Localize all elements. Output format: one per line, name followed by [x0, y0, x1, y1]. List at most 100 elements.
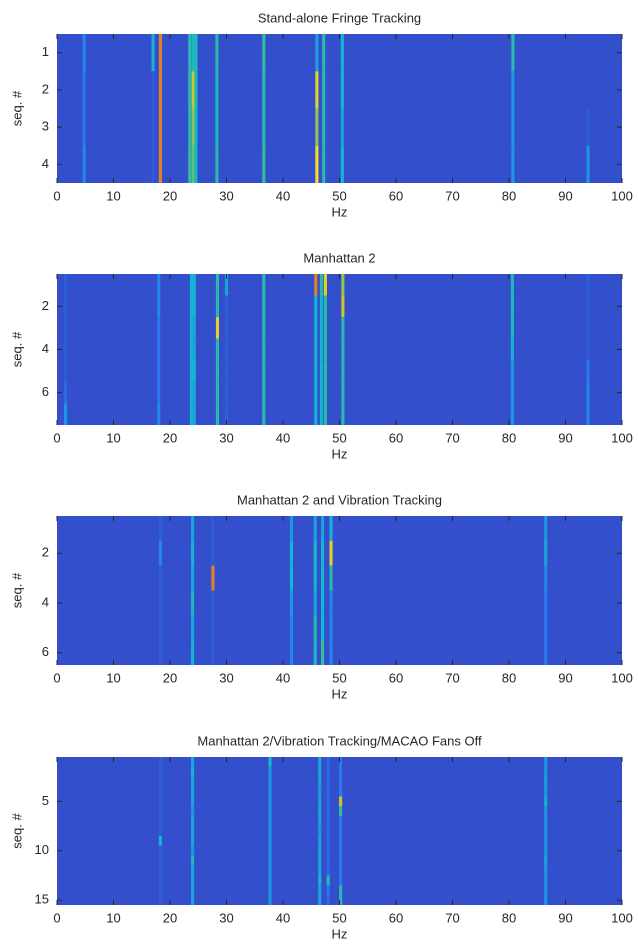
heatmap-cell — [191, 615, 195, 641]
heatmap-cell — [191, 786, 195, 797]
heatmap-cell — [326, 776, 330, 787]
heatmap-cell — [191, 796, 195, 807]
heatmap-cell — [224, 403, 229, 425]
heatmap-cell — [158, 108, 162, 146]
x-tick-label: 80 — [502, 430, 516, 445]
x-tick-label: 60 — [389, 430, 403, 445]
x-tick-label: 100 — [611, 670, 633, 685]
heatmap-cell — [211, 540, 215, 566]
heatmap-cell — [315, 71, 319, 109]
x-axis-label: Hz — [332, 926, 348, 941]
heatmap-cell — [341, 274, 345, 296]
heatmap-cell — [191, 108, 195, 146]
heatmap-cell — [191, 885, 195, 896]
heatmap-cell — [313, 640, 317, 665]
heatmap-cell — [313, 590, 317, 616]
heatmap-cell — [318, 845, 322, 856]
heatmap-cell — [329, 565, 333, 591]
heatmap-cell — [319, 360, 323, 382]
heatmap-cell — [192, 338, 196, 361]
x-tick-label: 100 — [611, 188, 633, 203]
heatmap-cell — [224, 317, 229, 339]
x-axis-label: Hz — [332, 686, 348, 701]
heatmap-cell — [544, 826, 548, 836]
heatmap-cell — [315, 145, 319, 183]
x-tick-label: 0 — [53, 188, 60, 203]
heatmap-cell — [262, 317, 266, 339]
x-tick-label: 40 — [276, 670, 290, 685]
heatmap-cell — [544, 875, 548, 886]
heatmap-cell — [341, 317, 345, 339]
heatmap-cell — [544, 565, 548, 591]
heatmap-cell — [326, 796, 330, 807]
heatmap-cell — [320, 615, 325, 641]
heatmap-cell — [262, 71, 266, 109]
heatmap-cell — [63, 403, 68, 425]
heatmap-cell — [268, 796, 272, 807]
heatmap-cell — [158, 826, 162, 836]
heatmap-cell — [158, 865, 162, 876]
x-axis-label: Hz — [332, 204, 348, 219]
heatmap-cell — [544, 816, 548, 827]
x-tick-label: 50 — [332, 430, 346, 445]
heatmap-cell — [262, 145, 266, 183]
heatmap-cell — [268, 895, 272, 905]
x-tick-label: 90 — [558, 430, 572, 445]
heatmap-cell — [544, 796, 548, 807]
heatmap-cell — [322, 145, 326, 183]
y-axis-label: seq. # — [9, 90, 24, 126]
heatmap-cell — [313, 540, 317, 566]
heatmap-cell — [215, 71, 219, 109]
heatmap-cell — [314, 338, 318, 361]
heatmap-cell — [63, 360, 68, 382]
heatmap-cell — [511, 145, 515, 183]
heatmap-cell — [323, 317, 327, 339]
x-tick-label: 20 — [163, 670, 177, 685]
heatmap-cell — [322, 34, 326, 72]
heatmap-cell — [313, 565, 317, 591]
heatmap-cell — [211, 565, 215, 591]
heatmap-cell — [340, 34, 344, 72]
heatmap-cell — [320, 590, 325, 616]
x-tick-label: 100 — [611, 430, 633, 445]
heatmap-cell — [158, 766, 162, 777]
heatmap-cell — [511, 108, 515, 146]
heatmap-cell — [329, 615, 333, 641]
x-tick-label: 50 — [332, 910, 346, 925]
x-tick-label: 40 — [276, 188, 290, 203]
y-tick-label: 1 — [42, 44, 49, 59]
heatmap-cell — [314, 381, 318, 404]
heatmap-cell — [215, 145, 219, 183]
heatmap-cell — [215, 34, 219, 72]
heatmap-cell — [189, 360, 194, 382]
heatmap-cell — [326, 816, 330, 827]
heatmap-cell — [339, 806, 343, 817]
heatmap-cell — [63, 274, 68, 296]
heatmap-cell — [319, 274, 323, 296]
heatmap-cell — [544, 776, 548, 787]
heatmap-cell — [586, 360, 590, 382]
heatmap-cell — [158, 540, 162, 566]
heatmap-cell — [326, 786, 330, 797]
heatmap-cell — [158, 565, 162, 591]
heatmap-cell — [191, 845, 195, 856]
heatmap-cell — [82, 71, 86, 109]
heatmap-cell — [510, 403, 514, 425]
heatmap-cell — [189, 274, 194, 296]
heatmap-cell — [339, 786, 343, 797]
heatmap-cell — [341, 403, 345, 425]
heatmap-cell — [63, 295, 68, 318]
x-tick-label: 10 — [106, 188, 120, 203]
heatmap-cell — [151, 108, 155, 146]
heatmap-cell — [211, 590, 215, 616]
heatmap-cell — [191, 895, 195, 905]
heatmap-cell — [315, 108, 319, 146]
x-tick-label: 0 — [53, 430, 60, 445]
heatmap-cell — [320, 516, 325, 541]
heatmap-cell — [191, 565, 195, 591]
heatmap-cell — [329, 640, 333, 665]
heatmap-cell — [158, 71, 162, 109]
heatmap-cell — [158, 885, 162, 896]
heatmap-cell — [326, 865, 330, 876]
chart-title: Manhattan 2 — [303, 250, 375, 265]
